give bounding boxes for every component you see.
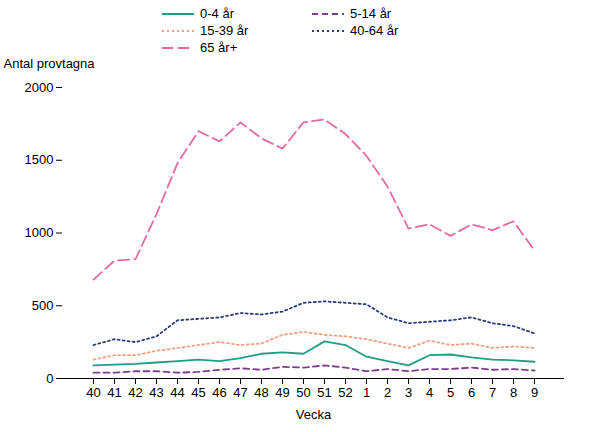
svg-text:9: 9: [531, 385, 538, 400]
svg-text:51: 51: [317, 385, 331, 400]
svg-text:6: 6: [468, 385, 475, 400]
html-text:5-14 år: 5-14 år: [350, 6, 392, 21]
html-text:0-4 år: 0-4 år: [200, 6, 234, 21]
svg-text:43: 43: [149, 385, 163, 400]
svg-text:52: 52: [338, 385, 352, 400]
svg-text:41: 41: [107, 385, 121, 400]
svg-text:Vecka: Vecka: [296, 407, 332, 422]
html-text:65 år+: 65 år+: [200, 40, 238, 55]
svg-text:44: 44: [170, 385, 184, 400]
svg-text:500: 500: [32, 298, 54, 313]
svg-text:5: 5: [447, 385, 454, 400]
svg-text:48: 48: [254, 385, 268, 400]
svg-text:2: 2: [384, 385, 391, 400]
svg-text:40: 40: [86, 385, 100, 400]
svg-text:1000: 1000: [25, 225, 54, 240]
svg-text:4: 4: [426, 385, 433, 400]
svg-text:2000: 2000: [25, 80, 54, 95]
svg-text:0: 0: [46, 371, 53, 386]
svg-text:46: 46: [212, 385, 226, 400]
svg-text:50: 50: [296, 385, 310, 400]
svg-text:8: 8: [510, 385, 517, 400]
svg-text:42: 42: [128, 385, 142, 400]
svg-text:1500: 1500: [25, 152, 54, 167]
svg-text:7: 7: [489, 385, 496, 400]
svg-text:45: 45: [191, 385, 205, 400]
svg-text:1: 1: [363, 385, 370, 400]
html-text:15-39 år: 15-39 år: [200, 23, 249, 38]
svg-text:3: 3: [405, 385, 412, 400]
svg-text:49: 49: [275, 385, 289, 400]
svg-text:47: 47: [233, 385, 247, 400]
svg-text:Antal provtagna: Antal provtagna: [4, 56, 96, 71]
html-text:40-64 år: 40-64 år: [350, 23, 399, 38]
